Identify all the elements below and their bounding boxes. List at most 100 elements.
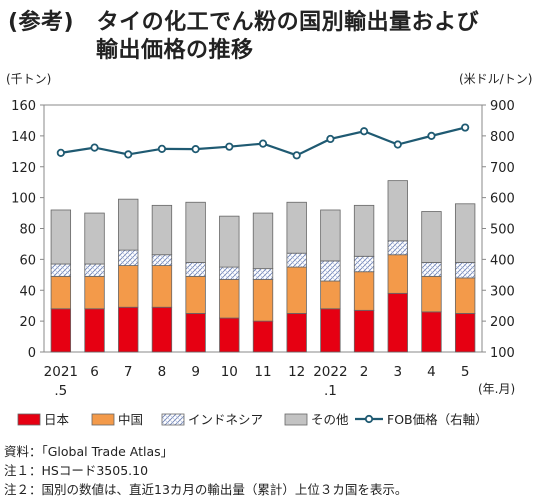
left-tick-label: 160 — [11, 99, 36, 114]
x-tick-label: 5 — [461, 364, 470, 380]
left-tick-label: 120 — [11, 161, 36, 176]
fob-price-point — [461, 123, 470, 132]
left-tick-label: 20 — [19, 315, 36, 330]
fob-price-point — [191, 145, 200, 154]
fob-price-point — [292, 151, 301, 160]
notes: 資料：「Global Trade Atlas」 注１：HSコード3505.10 … — [4, 442, 407, 499]
bar-segment-japan — [320, 308, 341, 353]
legend-swatch — [161, 413, 185, 426]
bar-segment-china — [320, 280, 341, 310]
right-tick-label: 500 — [490, 223, 515, 238]
bar-segment-other — [421, 211, 442, 263]
bar-segment-japan — [353, 309, 375, 353]
bar-segment-indonesia — [118, 249, 139, 266]
right-tick-label: 700 — [490, 161, 515, 176]
bar-segment-other — [286, 201, 307, 254]
bar-segment-japan — [50, 308, 72, 353]
bar-segment-indonesia — [185, 262, 206, 277]
bar-segment-china — [219, 279, 240, 319]
bar-segment-indonesia — [320, 260, 341, 282]
legend-label: 中国 — [118, 412, 143, 427]
bar-segment-other — [118, 198, 139, 251]
bar-segment-indonesia — [454, 262, 476, 279]
right-axis-unit: (米ドル/トン) — [459, 72, 533, 86]
x-tick-label: 8 — [158, 364, 167, 380]
x-tick-label: .5 — [54, 383, 67, 399]
fob-price-point — [326, 134, 335, 144]
legend-label: その他 — [311, 412, 349, 427]
left-axis-unit: (千トン) — [6, 72, 52, 86]
note-1: 注１：HSコード3505.10 — [4, 463, 149, 478]
bar-segment-china — [151, 265, 173, 308]
bar-segment-japan — [219, 317, 240, 353]
fob-price-point — [124, 150, 133, 159]
bar-segment-indonesia — [387, 240, 408, 256]
legend-swatch — [17, 413, 41, 426]
right-tick-label: 600 — [490, 192, 515, 207]
left-tick-label: 100 — [11, 192, 36, 207]
bar-segment-other — [353, 204, 375, 257]
bar-segment-china — [454, 277, 476, 314]
bar-segment-other — [50, 209, 72, 265]
x-tick-label: 4 — [427, 364, 436, 380]
bar-segment-other — [454, 203, 476, 263]
bar-segment-indonesia — [219, 266, 240, 280]
bar-segment-indonesia — [50, 263, 72, 277]
bar-segment-china — [50, 275, 72, 310]
left-tick-label: 0 — [28, 346, 36, 361]
x-tick-label: 7 — [124, 364, 133, 380]
right-tick-label: 200 — [490, 315, 515, 330]
fob-price-point — [427, 131, 436, 140]
bar-segment-other — [252, 212, 274, 270]
x-tick-label: 9 — [191, 364, 200, 380]
x-tick-label: 10 — [221, 364, 238, 380]
legend-line-marker — [364, 414, 374, 424]
bar-segment-japan — [151, 306, 173, 353]
bar-segment-japan — [387, 292, 408, 353]
bar-segment-china — [252, 279, 274, 322]
chart-title-line2: 輸出価格の推移 — [96, 38, 254, 63]
legend-swatch — [284, 413, 308, 426]
bar-segment-other — [185, 201, 206, 263]
right-tick-label: 400 — [490, 253, 515, 268]
right-tick-label: 100 — [490, 346, 515, 361]
bar-segment-indonesia — [353, 255, 375, 273]
bar-segment-indonesia — [151, 254, 173, 266]
fob-price-point — [90, 143, 99, 152]
chart-title: (参考) タイの化工でん粉の国別輸出量および — [8, 10, 480, 35]
legend-label: FOB価格（右軸） — [387, 412, 488, 427]
bar-segment-japan — [252, 320, 274, 353]
fob-price-point — [258, 139, 268, 148]
bar-segment-china — [118, 265, 139, 308]
bar-segment-japan — [454, 313, 476, 353]
bar-segment-china — [286, 266, 307, 314]
bar-segment-japan — [185, 313, 206, 353]
x-tick-label: 2021 — [44, 364, 78, 380]
legend-swatch — [91, 413, 115, 426]
bar-segment-china — [185, 275, 206, 314]
bar-segment-other — [219, 215, 240, 268]
left-tick-label: 140 — [11, 130, 36, 145]
bar-segment-japan — [286, 313, 307, 353]
note-source: 資料：「Global Trade Atlas」 — [4, 444, 174, 459]
right-tick-label: 800 — [490, 130, 515, 145]
legend-label: インドネシア — [188, 412, 263, 427]
fob-price-point — [359, 127, 369, 136]
x-tick-label: 11 — [254, 364, 271, 380]
fob-price-point — [393, 140, 402, 149]
right-tick-label: 300 — [490, 284, 515, 299]
bar-segment-china — [353, 271, 375, 311]
bar-segment-japan — [421, 311, 442, 353]
bar-segment-china — [387, 254, 408, 294]
x-tick-label: 3 — [393, 364, 402, 380]
right-tick-label: 900 — [490, 99, 515, 114]
fob-price-point — [56, 148, 65, 157]
bar-segment-indonesia — [84, 263, 105, 277]
x-tick-label: 6 — [90, 364, 99, 380]
bar-segment-china — [84, 275, 105, 310]
x-tick-label: 12 — [288, 364, 305, 380]
fob-price-point — [225, 142, 234, 151]
note-2: 注２：国別の数値は、直近13カ月の輸出量（累計）上位３カ国を表示。 — [4, 482, 408, 497]
stacked-bar-line-chart: 0 20 40 60 80 100 120 140 160 100 200 300 400 500 600 7… — [11, 99, 515, 427]
bar-segment-indonesia — [252, 268, 274, 280]
